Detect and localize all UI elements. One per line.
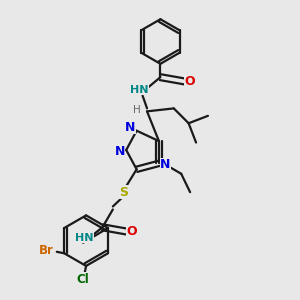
Text: O: O: [185, 75, 195, 88]
Text: H: H: [133, 105, 140, 115]
Text: N: N: [125, 121, 135, 134]
Text: Br: Br: [39, 244, 54, 257]
Text: S: S: [119, 186, 128, 199]
Text: Cl: Cl: [77, 273, 89, 286]
Text: N: N: [160, 158, 171, 171]
Text: HN: HN: [75, 233, 94, 243]
Text: O: O: [127, 225, 137, 238]
Text: HN: HN: [130, 85, 148, 95]
Text: N: N: [115, 145, 125, 158]
